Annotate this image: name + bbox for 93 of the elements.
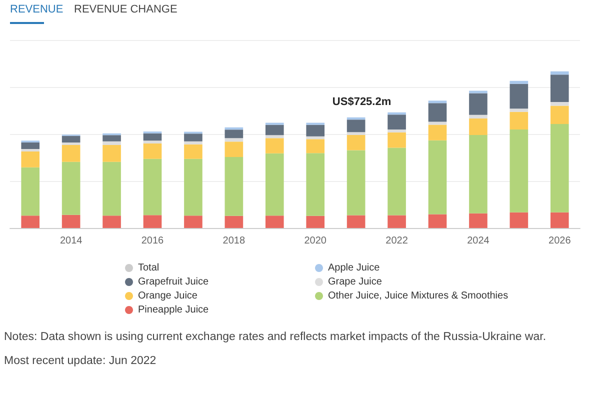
bar xyxy=(346,215,366,228)
bar xyxy=(21,152,40,168)
bar xyxy=(550,74,569,102)
bar xyxy=(346,150,366,216)
bar xyxy=(224,142,244,158)
bar xyxy=(62,142,80,145)
bar xyxy=(510,84,528,109)
bar xyxy=(550,102,569,106)
bar xyxy=(510,108,528,112)
bar xyxy=(428,124,447,140)
bar xyxy=(184,141,202,144)
bar xyxy=(224,130,244,138)
bar xyxy=(143,133,162,141)
bar xyxy=(469,90,488,94)
bar xyxy=(265,216,284,228)
bar xyxy=(62,144,80,162)
bar xyxy=(21,149,40,152)
total-label: US$725.2m xyxy=(332,96,392,108)
bar xyxy=(102,135,121,142)
bar xyxy=(510,129,528,212)
bar xyxy=(510,212,528,228)
bar xyxy=(306,153,325,216)
text: Most recent update: Jun 2022 xyxy=(4,355,156,367)
bar xyxy=(469,134,488,214)
bar xyxy=(306,139,325,154)
bar xyxy=(265,138,284,154)
bar xyxy=(21,216,40,228)
bar xyxy=(388,129,406,132)
legend-label: Grapefruit Juice xyxy=(138,276,210,288)
x-tick-label: 2020 xyxy=(304,236,327,246)
bar xyxy=(143,158,162,216)
bar xyxy=(265,124,284,136)
bar xyxy=(428,214,447,228)
bar xyxy=(346,132,366,135)
legend-label: Orange Juice xyxy=(138,290,198,302)
bar xyxy=(306,216,325,228)
bar xyxy=(510,112,528,130)
bar xyxy=(184,158,202,216)
legend-label: Total xyxy=(138,262,160,274)
bar xyxy=(388,148,406,216)
bar xyxy=(265,135,284,138)
bar xyxy=(388,112,406,115)
bar xyxy=(469,213,488,228)
x-tick-label: 2024 xyxy=(467,236,490,246)
chart-title: REVENUE xyxy=(10,4,64,16)
bar xyxy=(428,100,447,104)
bar xyxy=(21,142,40,150)
bar xyxy=(102,162,121,216)
bar xyxy=(62,136,80,142)
legend-label: Other Juice, Juice Mixtures & Smoothies xyxy=(328,290,508,302)
bar xyxy=(550,71,569,75)
bar xyxy=(550,124,569,212)
bar xyxy=(388,132,406,148)
bar xyxy=(428,122,447,125)
bar xyxy=(184,216,202,228)
bar xyxy=(388,215,406,228)
legend-label: Apple Juice xyxy=(328,262,380,274)
bar xyxy=(550,212,569,228)
bar xyxy=(346,120,366,132)
bar xyxy=(62,162,80,215)
bar xyxy=(143,215,162,228)
bar xyxy=(102,141,121,145)
x-tick-label: 2018 xyxy=(222,236,246,246)
bar xyxy=(224,216,244,228)
bar xyxy=(21,167,40,216)
bar xyxy=(102,216,121,228)
text: Notes: Data shown is using current exchange rates and reflects market impacts of the Russia-Ukraine war. xyxy=(4,331,546,343)
x-tick-label: 2016 xyxy=(141,236,164,246)
x-tick-label: 2014 xyxy=(60,236,83,246)
legend-label: Pineapple Juice xyxy=(138,304,210,316)
bar xyxy=(346,134,366,150)
x-tick-label: 2022 xyxy=(386,236,408,246)
bar xyxy=(184,144,202,159)
bar xyxy=(469,93,488,115)
bar xyxy=(62,214,80,228)
bar xyxy=(469,118,488,135)
bar xyxy=(143,140,162,144)
chart-subtitle: REVENUE CHANGE xyxy=(74,4,178,16)
bar xyxy=(428,140,447,214)
bar xyxy=(224,138,244,142)
bar xyxy=(102,144,121,162)
bar xyxy=(469,114,488,118)
bar xyxy=(550,106,569,124)
bar xyxy=(510,80,528,84)
bar xyxy=(143,144,162,159)
bar xyxy=(265,153,284,216)
bar xyxy=(388,114,406,130)
bar xyxy=(428,103,447,122)
bar xyxy=(224,157,244,216)
bar xyxy=(184,134,202,142)
legend-label: Grape Juice xyxy=(328,276,382,288)
bar xyxy=(306,124,325,136)
x-tick-label: 2026 xyxy=(548,236,572,246)
